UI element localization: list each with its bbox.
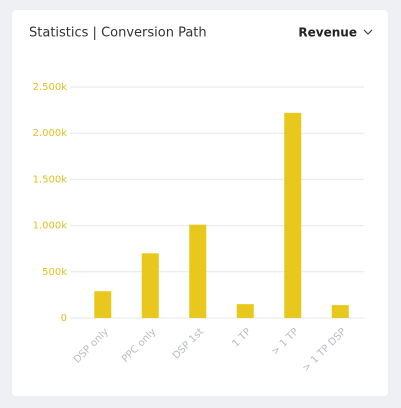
bar — [331, 305, 349, 318]
bar — [141, 253, 159, 318]
dropdown-chevron[interactable] — [363, 29, 373, 35]
y-tick-label: 2.500k — [33, 82, 68, 93]
y-tick-label: 2.000k — [33, 128, 68, 139]
bar — [284, 112, 302, 318]
dropdown-label[interactable]: Revenue — [298, 26, 357, 40]
y-tick-label: 1.500k — [33, 174, 68, 185]
chart-title: Statistics | Conversion Path — [29, 26, 207, 41]
bar — [189, 224, 207, 318]
y-tick-label: 0 — [61, 313, 67, 324]
y-tick-label: 1.000k — [33, 221, 68, 232]
bar — [94, 291, 112, 318]
metric-dropdown[interactable]: Revenue — [298, 26, 373, 40]
y-tick-label: 500k — [42, 267, 67, 278]
bar — [236, 304, 254, 318]
